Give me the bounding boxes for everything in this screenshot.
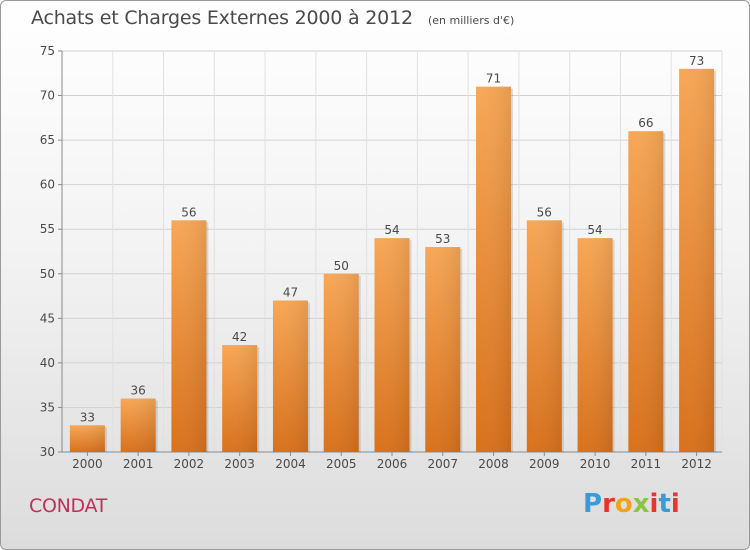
y-tick-label: 30 xyxy=(40,445,55,459)
data-label: 73 xyxy=(689,54,704,68)
data-label: 56 xyxy=(181,205,196,219)
bar-shade xyxy=(374,238,410,452)
y-tick-label: 70 xyxy=(40,89,55,103)
data-label: 56 xyxy=(537,205,552,219)
y-tick-label: 65 xyxy=(40,133,55,147)
x-tick-label: 2006 xyxy=(377,457,408,471)
bar-shade xyxy=(222,345,258,452)
x-tick-label: 2002 xyxy=(174,457,205,471)
y-tick-label: 45 xyxy=(40,311,55,325)
data-label: 36 xyxy=(131,384,146,398)
bar-shade xyxy=(628,131,664,452)
logo-letter: o xyxy=(614,489,633,519)
y-tick-label: 50 xyxy=(40,267,55,281)
x-tick-label: 2011 xyxy=(631,457,662,471)
data-label: 42 xyxy=(232,330,247,344)
y-tick-label: 35 xyxy=(40,400,55,414)
bar-shade xyxy=(425,247,461,452)
bar-shade xyxy=(526,220,562,452)
chart-header: Achats et Charges Externes 2000 à 2012 (… xyxy=(31,7,514,29)
x-tick-label: 2000 xyxy=(72,457,103,471)
commune-name: CONDAT xyxy=(29,495,108,517)
bar-shade xyxy=(679,68,715,453)
proxiti-logo[interactable]: Proxiti xyxy=(583,489,680,519)
x-tick-label: 2012 xyxy=(681,457,712,471)
axes: 30 35 40 45 50 55 60 65 70 75 2000 2001 2002 2003 2004… xyxy=(40,44,722,471)
data-label: 71 xyxy=(486,72,501,86)
chart-title: Achats et Charges Externes 2000 à 2012 xyxy=(31,7,413,29)
logo-letter: r xyxy=(602,489,615,519)
logo-letter: t xyxy=(658,489,671,519)
y-tick-label: 60 xyxy=(40,178,55,192)
bar-shade xyxy=(120,398,156,452)
data-label: 47 xyxy=(283,286,298,300)
chart-unit: (en milliers d'€) xyxy=(427,14,515,27)
bars xyxy=(69,68,717,453)
logo-letter: P xyxy=(583,489,603,519)
y-tick-label: 55 xyxy=(40,222,55,236)
x-tick-label: 2001 xyxy=(123,457,154,471)
x-tick-label: 2005 xyxy=(326,457,357,471)
x-tick-label: 2009 xyxy=(529,457,560,471)
bar-shade xyxy=(476,86,512,453)
x-tick-label: 2008 xyxy=(478,457,509,471)
data-label: 33 xyxy=(80,410,95,424)
data-label: 50 xyxy=(334,259,349,273)
data-label: 54 xyxy=(587,223,602,237)
x-tick-label: 2004 xyxy=(275,457,306,471)
y-tick-label: 40 xyxy=(40,356,55,370)
bar-shade xyxy=(323,273,359,452)
x-tick-label: 2003 xyxy=(224,457,255,471)
bar-shade xyxy=(69,425,105,452)
bar-shade xyxy=(577,238,613,452)
logo-letter: i xyxy=(649,489,659,519)
x-tick-label: 2010 xyxy=(580,457,611,471)
bar-shade xyxy=(171,220,207,452)
data-label: 53 xyxy=(435,232,450,246)
logo-letter: i xyxy=(670,489,680,519)
y-tick-label: 75 xyxy=(40,44,55,58)
data-label: 66 xyxy=(638,116,653,130)
data-label: 54 xyxy=(384,223,399,237)
data-labels: 33 36 56 42 47 50 54 53 71 56 54 66 73 xyxy=(80,54,705,424)
x-tick-label: 2007 xyxy=(427,457,458,471)
logo-letter: x xyxy=(632,489,650,519)
bar-shade xyxy=(272,300,308,452)
